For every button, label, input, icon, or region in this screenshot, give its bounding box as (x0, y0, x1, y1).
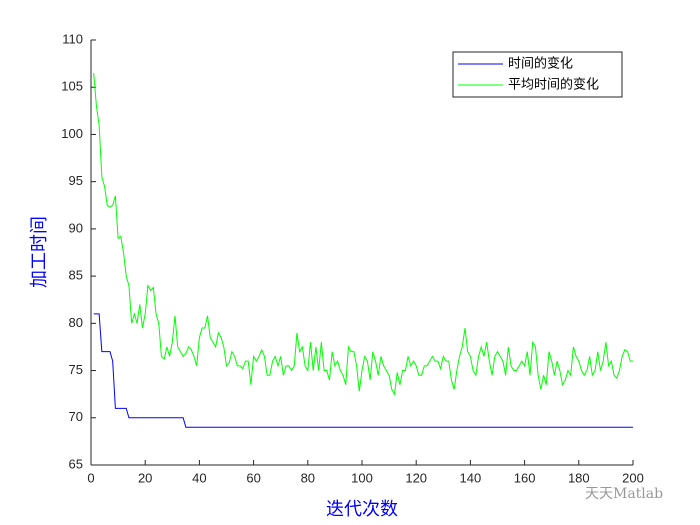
x-tick-label: 120 (405, 470, 427, 485)
x-tick-label: 180 (568, 470, 590, 485)
x-tick-label: 40 (192, 470, 206, 485)
watermark: 天天Matlab (585, 486, 663, 502)
y-tick-label: 65 (69, 456, 83, 471)
y-tick-label: 75 (69, 362, 83, 377)
y-tick-label: 95 (69, 173, 83, 188)
series-line (93, 73, 633, 396)
y-tick-label: 105 (61, 79, 83, 94)
y-axis-label: 加工时间 (29, 216, 50, 288)
y-tick-label: 100 (61, 126, 83, 141)
y-tick-label: 70 (69, 409, 83, 424)
legend-label: 平均时间的变化 (508, 77, 599, 93)
y-tick-label: 85 (69, 268, 83, 283)
x-tick-label: 20 (138, 470, 152, 485)
x-tick-label: 200 (622, 470, 644, 485)
x-axis-label: 迭代次数 (326, 499, 398, 520)
x-tick-label: 80 (301, 470, 315, 485)
series-line (93, 313, 633, 428)
y-tick-label: 90 (69, 220, 83, 235)
y-tick-label: 110 (62, 31, 83, 46)
y-tick-label: 80 (69, 315, 83, 330)
x-tick-label: 0 (87, 470, 94, 485)
legend-box (452, 51, 623, 98)
x-tick-label: 60 (246, 470, 260, 485)
x-tick-label: 140 (460, 470, 482, 485)
x-tick-label: 160 (514, 470, 536, 485)
legend-label: 时间的变化 (508, 56, 573, 72)
x-tick-label: 100 (351, 470, 373, 485)
